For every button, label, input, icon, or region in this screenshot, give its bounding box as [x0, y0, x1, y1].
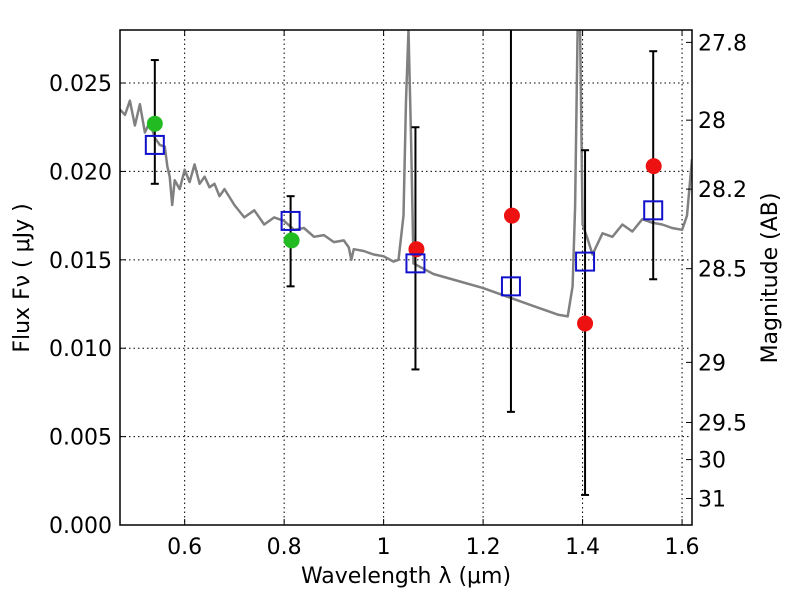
- y-tick-label: 0.005: [49, 426, 112, 451]
- y2-tick-label: 28.5: [698, 258, 747, 283]
- synthetic-photometry-square: [500, 276, 521, 297]
- observed-flux-point: [503, 207, 520, 224]
- observed-flux-point: [645, 158, 662, 175]
- x-tick-label: 1: [377, 535, 391, 560]
- synthetic-photometry-square: [405, 253, 426, 274]
- y2-tick-label: 27.8: [698, 31, 747, 56]
- synthetic-photometry-square: [575, 251, 596, 272]
- y-tick-label: 0.010: [49, 337, 112, 362]
- data-marks: [144, 115, 664, 332]
- x-tick-label: 0.6: [167, 535, 202, 560]
- x-tick-label: 1.6: [665, 535, 700, 560]
- plot-frame: [119, 29, 693, 526]
- y-tick-label: 0.025: [49, 72, 112, 97]
- y-tick-label: 0.015: [49, 249, 112, 274]
- x-tick-label: 1.2: [466, 535, 501, 560]
- x-tick-label: 1.4: [565, 535, 600, 560]
- observed-flux-point: [283, 232, 300, 249]
- synthetic-photometry-square: [144, 134, 165, 155]
- y-axis-label: Flux Fν ( μJy ): [10, 203, 35, 352]
- y-tick-label: 0.020: [49, 160, 112, 185]
- y2-tick-label: 28: [698, 109, 726, 134]
- y2-tick-label: 29: [698, 351, 726, 376]
- y2-tick-label: 28.2: [698, 178, 747, 203]
- observed-flux-point: [577, 315, 594, 332]
- axis-ticks: 0.6 0.8 1 1.2 1.4 1.6 0.000 0.005 0.010 0.015 0.02…: [49, 30, 747, 560]
- y2-axis-label: Magnitude (AB): [758, 193, 783, 364]
- y2-tick-label: 30: [698, 449, 726, 474]
- x-tick-label: 0.8: [267, 535, 302, 560]
- observed-flux-point: [146, 115, 163, 132]
- synthetic-photometry-square: [280, 210, 301, 231]
- model-spectrum-line: [120, 30, 692, 318]
- y2-tick-label: 29.5: [698, 411, 747, 436]
- synthetic-photometry-square: [643, 200, 664, 221]
- y2-tick-label: 31: [698, 487, 726, 512]
- observed-flux-point: [408, 241, 425, 258]
- y-tick-label: 0.000: [49, 514, 112, 539]
- grid: [120, 30, 692, 525]
- x-axis-label: Wavelength λ (μm): [301, 564, 511, 589]
